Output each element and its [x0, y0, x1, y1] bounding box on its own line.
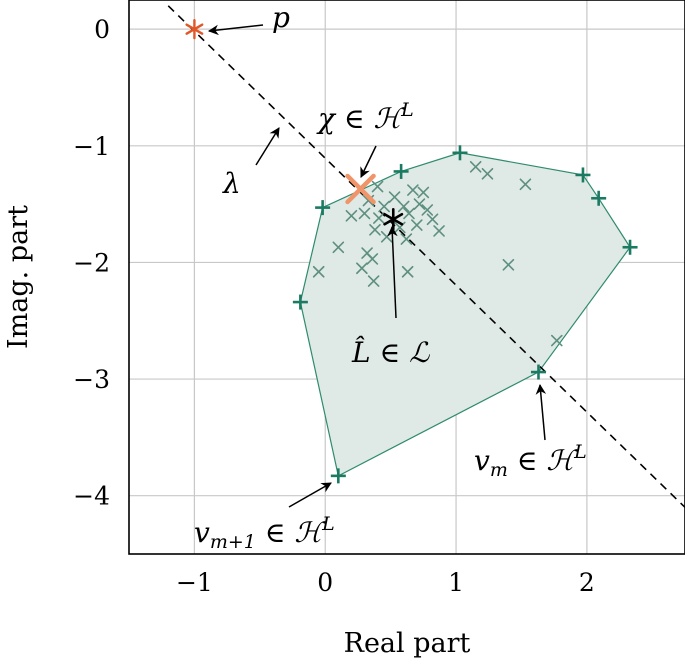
chi-label-main: χ ∈ ℋ	[316, 102, 405, 135]
y-axis-label: Imag. part	[3, 205, 34, 349]
interior-point	[397, 200, 410, 213]
vm1-arrow	[288, 482, 332, 508]
interior-point	[417, 186, 430, 199]
interior-point	[378, 200, 390, 213]
hull-vertex	[452, 145, 468, 161]
p-arrow	[207, 24, 264, 36]
hull-vertex	[330, 468, 346, 484]
interior-point	[426, 213, 439, 226]
interior-point	[358, 207, 371, 220]
interior-point	[312, 265, 325, 278]
interior-point	[502, 258, 515, 271]
interior-point	[469, 160, 482, 173]
x-tick-label: 0	[317, 568, 333, 597]
interior-point	[403, 207, 415, 220]
vm-label-v: v	[474, 444, 490, 477]
interior-point	[411, 219, 423, 231]
vm-label-tail: ∈ ℋ	[508, 444, 579, 477]
chi-label-sup: L	[400, 99, 414, 121]
hull-vertex	[591, 190, 607, 206]
annotation-arrows	[207, 24, 547, 508]
tick-labels: −1 0 1 2 0 −1 −2 −3 −4	[73, 15, 595, 597]
interior-point	[401, 265, 414, 278]
interior-point	[369, 223, 381, 236]
lambda-label: λ	[222, 167, 241, 200]
interior-point	[373, 212, 385, 224]
vm1-label-sub: m+1	[210, 531, 256, 553]
interior-point	[345, 209, 358, 222]
interior-point	[332, 241, 345, 254]
x-tick-label: 1	[448, 568, 464, 597]
vm-label-sub: m	[490, 459, 508, 481]
lambda-arrow	[255, 127, 280, 166]
plot-frame	[128, 0, 685, 555]
L-hat-label: L̂ ∈ ℒ	[351, 336, 430, 369]
interior-point	[413, 198, 426, 210]
hull-vertex	[575, 167, 591, 183]
y-tick-label: −4	[73, 482, 110, 511]
interior-point	[371, 180, 384, 193]
p-point	[185, 18, 204, 40]
interior-point	[388, 191, 401, 203]
L-hat-point	[383, 207, 404, 231]
points-layer	[185, 18, 638, 484]
interior-point	[421, 204, 434, 216]
hull-vertex	[622, 239, 638, 255]
vm1-label-sup: L	[321, 513, 335, 535]
hull-vertex	[393, 163, 409, 179]
hull-vertex	[315, 200, 331, 216]
chi-arrow	[360, 145, 377, 178]
vm-label-sup: L	[573, 441, 587, 463]
interior-point	[356, 262, 368, 275]
p-label: p	[272, 1, 290, 34]
x-axis-label: Real part	[344, 628, 471, 659]
L-hat-arrow	[387, 225, 398, 319]
y-tick-label: −2	[73, 248, 110, 277]
vm1-label-tail: ∈ ℋ	[256, 516, 327, 549]
vm1-label-v: v	[194, 516, 210, 549]
interior-point	[400, 233, 413, 245]
chi-label: χ ∈ ℋL	[316, 99, 414, 135]
chi-point	[345, 173, 376, 205]
hull-vertex	[530, 364, 546, 380]
x-tick-label: −1	[176, 568, 213, 597]
vm-arrow	[535, 383, 547, 441]
interior-point	[481, 167, 494, 180]
y-tick-label: −1	[73, 132, 110, 161]
interior-point	[519, 178, 532, 191]
y-tick-label: −3	[73, 365, 110, 394]
interior-point	[367, 275, 380, 287]
interior-point	[550, 334, 563, 347]
interior-point	[366, 253, 379, 265]
vm-label: vm ∈ ℋL	[474, 441, 587, 481]
interior-point	[407, 184, 419, 196]
y-tick-label: 0	[94, 15, 110, 44]
interior-point	[433, 225, 445, 237]
x-tick-label: 2	[579, 568, 595, 597]
vm1-label: vm+1 ∈ ℋL	[194, 513, 335, 553]
hull-vertex	[292, 294, 308, 310]
